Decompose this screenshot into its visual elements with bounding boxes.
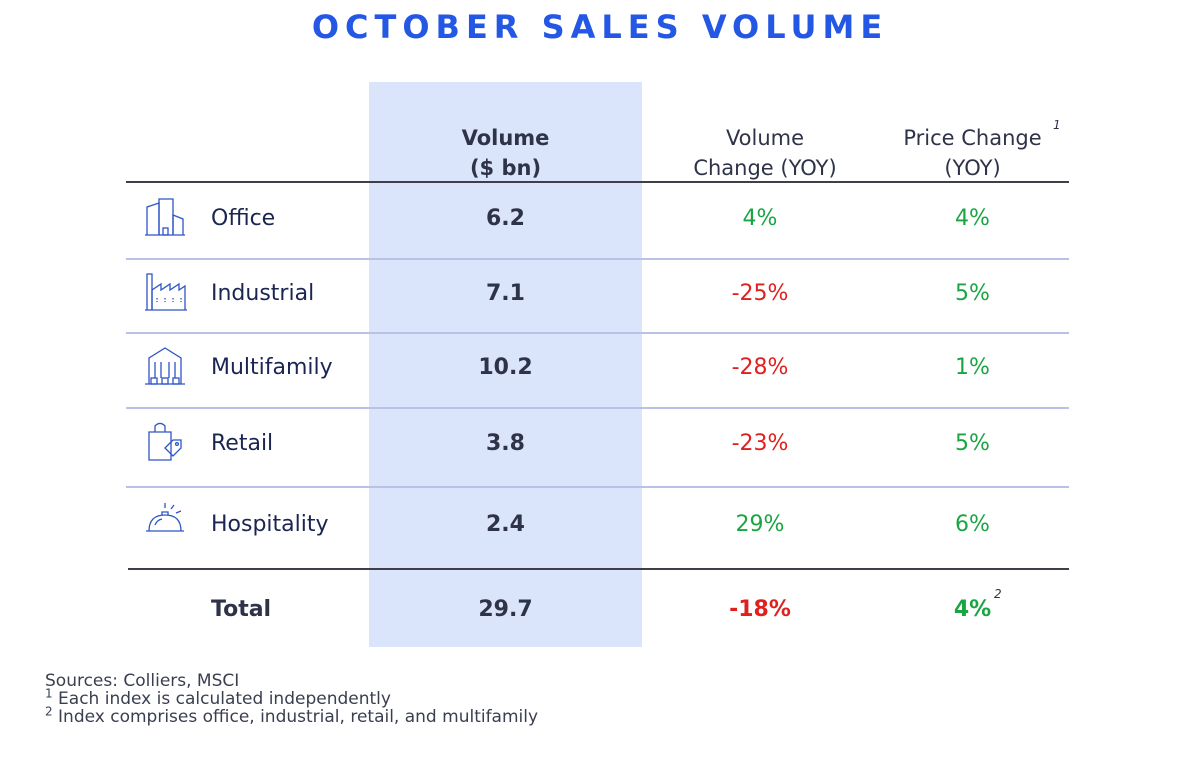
total-label: Total: [211, 597, 272, 622]
header-price-footnote-mark: 1: [1053, 118, 1061, 132]
header-pchg-line2: (YOY): [944, 156, 1001, 180]
volume-change-value: -23%: [731, 431, 789, 456]
header-price-change: Price Change (YOY): [875, 123, 1070, 183]
total-price-change-value: 4%: [953, 597, 992, 622]
table-row: Retail 3.8 -23% 5%: [0, 422, 1200, 464]
header-vchg-line2: Change (YOY): [693, 156, 837, 180]
header-volume: Volume ($ bn): [369, 123, 642, 183]
factory-icon: [143, 270, 189, 316]
shopping-bag-icon: [143, 420, 189, 466]
volume-value: 2.4: [486, 512, 525, 537]
category-label: Multifamily: [211, 355, 333, 380]
total-row: Total 29.7 -18% 4%: [0, 590, 1200, 630]
header-volume-change: Volume Change (YOY): [660, 123, 870, 183]
volume-column-highlight: [369, 82, 642, 647]
row-divider: [126, 258, 1069, 260]
price-change-value: 5%: [955, 281, 990, 306]
volume-change-value: 4%: [742, 206, 778, 231]
category-label: Industrial: [211, 281, 315, 306]
price-change-value: 5%: [955, 431, 990, 456]
footnote-1: 1 Each index is calculated independently: [45, 687, 538, 709]
table-row: Industrial 7.1 -25% 5%: [0, 273, 1200, 314]
service-bell-icon: [143, 501, 189, 547]
header-divider: [126, 181, 1069, 183]
header-volume-line2: ($ bn): [469, 156, 542, 180]
footnote-2-text: Index comprises office, industrial, reta…: [52, 707, 539, 727]
total-divider: [128, 568, 1069, 570]
volume-value: 7.1: [486, 281, 525, 306]
header-volume-line1: Volume: [461, 126, 550, 150]
header-vchg-line1: Volume: [725, 126, 805, 150]
header-pchg-line1: Price Change: [903, 126, 1042, 150]
apartment-building-icon: [143, 344, 189, 390]
table-row: Multifamily 10.2 -28% 1%: [0, 347, 1200, 388]
sources-line: Sources: Colliers, MSCI: [45, 671, 240, 691]
price-change-value: 4%: [955, 206, 990, 231]
table-row: Office 6.2 4% 4%: [0, 198, 1200, 239]
footnote-2: 2 Index comprises office, industrial, re…: [45, 705, 539, 727]
row-divider: [126, 407, 1069, 409]
total-price-footnote-mark: 2: [994, 587, 1002, 601]
table-row: Hospitality 2.4 29% 6%: [0, 503, 1200, 545]
total-volume-change-value: -18%: [729, 597, 791, 622]
volume-value: 6.2: [486, 206, 525, 231]
volume-value: 3.8: [486, 431, 525, 456]
row-divider: [126, 332, 1069, 334]
row-divider: [126, 486, 1069, 488]
category-label: Hospitality: [211, 512, 329, 537]
volume-change-value: -25%: [731, 281, 789, 306]
price-change-value: 1%: [955, 355, 990, 380]
page-title: OCTOBER SALES VOLUME: [311, 8, 889, 46]
total-volume-value: 29.7: [478, 597, 533, 622]
category-label: Retail: [211, 431, 274, 456]
footnote-1-mark: 1: [45, 686, 53, 701]
volume-change-value: 29%: [735, 512, 785, 537]
price-change-value: 6%: [955, 512, 990, 537]
footnote-2-mark: 2: [45, 704, 53, 719]
office-building-icon: [143, 195, 189, 241]
volume-change-value: -28%: [731, 355, 789, 380]
category-label: Office: [211, 206, 276, 231]
sources-footnotes: Sources: Colliers, MSCI 1 Each index is …: [45, 672, 538, 726]
footnote-1-text: Each index is calculated independently: [52, 689, 391, 709]
volume-value: 10.2: [478, 355, 533, 380]
